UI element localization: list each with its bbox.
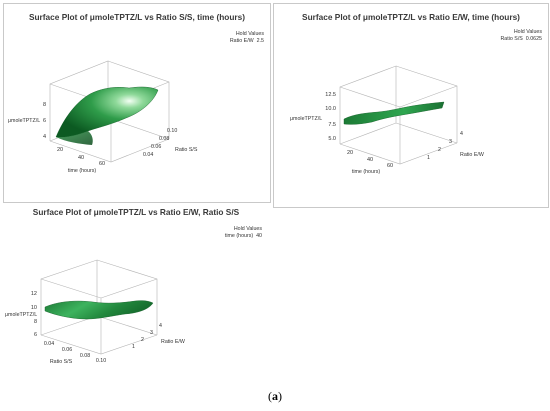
plot-3-x-tick: 0.04	[44, 341, 54, 347]
plot-1-y-tick: 0.10	[167, 128, 177, 134]
plot-1-x-tick: 20	[57, 147, 63, 153]
plot-2-y-tick: 2	[438, 147, 441, 153]
plot-3-x-tick: 0.06	[62, 347, 72, 353]
plot-3-z-tick: 10	[31, 305, 37, 311]
plot-2-y-tick: 3	[449, 139, 452, 145]
plot-2-z-label: μmoleTPTZ/L	[290, 116, 322, 122]
surface-plot-1: Surface Plot of μmoleTPTZ/L vs Ratio S/S…	[3, 3, 271, 203]
plot-2-z-tick: 12.5	[325, 92, 336, 98]
plot-1-hold-values: Hold Values Ratio E/W 2.5	[230, 31, 264, 45]
plot-1-y-tick: 0.06	[151, 144, 161, 150]
plot-2-box	[339, 65, 458, 165]
plot-1-surface-underside	[56, 131, 93, 145]
plot-1-z-tick: 4	[43, 134, 46, 140]
plot-3-hold-values: Hold Values time (hours) 40	[225, 226, 262, 240]
plot-2-x-tick: 20	[347, 150, 353, 156]
plot-3-canvas: 12 10 8 6 μmoleTPTZ/L 0.04 0.06 0.08 0.1…	[5, 259, 185, 365]
plot-2-hold-val: 0.0625	[525, 36, 542, 42]
plot-3-title: Surface Plot of μmoleTPTZ/L vs Ratio E/W…	[32, 207, 240, 217]
plot-3-hold-title: Hold Values	[233, 226, 262, 232]
plot-2-x-tick: 40	[367, 157, 373, 163]
plot-1-y-tick: 0.08	[159, 136, 169, 142]
plot-2-z-tick: 10.0	[325, 106, 336, 112]
plot-2-hold-values: Hold Values Ratio S/S 0.0625	[500, 29, 542, 43]
plot-1-y-tick: 0.04	[143, 152, 153, 158]
plot-3-x-tick: 0.08	[80, 353, 90, 359]
plot-3-z-tick: 12	[31, 291, 37, 297]
plot-3-hold-row: time (hours) 40	[225, 233, 262, 240]
plot-2-surface	[343, 101, 445, 125]
figure-caption-close: )	[278, 389, 282, 403]
plot-2-hold-var: Ratio S/S	[500, 36, 523, 42]
plot-1-title: Surface Plot of μmoleTPTZ/L vs Ratio S/S…	[28, 12, 246, 22]
plot-3-z-tick: 6	[34, 332, 37, 338]
plot-3-y-label: Ratio E/W	[161, 339, 185, 345]
plot-1-hold-val: 2.5	[256, 38, 264, 44]
plot-3-y-tick: 1	[132, 344, 135, 350]
plot-1-x-tick: 60	[99, 161, 105, 167]
plot-1-canvas: 8 6 4 μmoleTPTZ/L 20 40 60 time (hours) …	[8, 60, 198, 174]
plot-2-title: Surface Plot of μmoleTPTZ/L vs Ratio E/W…	[302, 12, 520, 22]
plot-2-x-tick: 60	[387, 163, 393, 169]
surface-plot-2: Surface Plot of μmoleTPTZ/L vs Ratio E/W…	[273, 3, 549, 208]
plot-1-hold-row: Ratio E/W 2.5	[230, 38, 264, 45]
plot-3-y-tick: 4	[159, 323, 162, 329]
plot-3-x-tick: 0.10	[96, 358, 106, 364]
plot-3-hold-val: 40	[256, 233, 262, 239]
figure-caption-label: a	[272, 389, 278, 403]
plot-2-x-label: time (hours)	[352, 169, 380, 175]
plot-3-surface	[44, 300, 154, 320]
figure-caption: (a)	[0, 389, 550, 404]
plot-2-y-tick: 4	[460, 131, 463, 137]
plot-1-hold-var: Ratio E/W	[229, 38, 254, 44]
plot-2-z-tick: 7.5	[328, 122, 336, 128]
figure-caption-open: (	[268, 389, 272, 403]
plot-2-y-label: Ratio E/W	[460, 152, 484, 158]
plot-3-y-tick: 3	[150, 330, 153, 336]
plot-1-x-tick: 40	[78, 155, 84, 161]
plot-1-z-tick: 8	[43, 102, 46, 108]
plot-2-hold-row: Ratio S/S 0.0625	[500, 36, 542, 43]
plot-1-y-label: Ratio S/S	[175, 147, 198, 153]
plot-3-hold-var: time (hours)	[224, 233, 254, 239]
plot-2-canvas: 12.5 10.0 7.5 5.0 μmoleTPTZ/L 20 40 60 t…	[290, 65, 484, 175]
plot-1-z-tick: 6	[43, 118, 46, 124]
plot-1-x-label: time (hours)	[68, 168, 96, 174]
plot-1-z-label: μmoleTPTZ/L	[8, 118, 40, 124]
plot-3-z-tick: 8	[34, 319, 37, 325]
plot-3-y-tick: 2	[141, 337, 144, 343]
surface-plot-3: Surface Plot of μmoleTPTZ/L vs Ratio E/W…	[3, 203, 269, 381]
plot-3-z-label: μmoleTPTZ/L	[5, 312, 37, 318]
plot-2-z-tick: 5.0	[328, 136, 336, 142]
plot-2-y-tick: 1	[427, 155, 430, 161]
plot-1-hold-title: Hold Values	[235, 31, 264, 37]
plot-2-hold-title: Hold Values	[513, 29, 542, 35]
plot-3-x-label: Ratio S/S	[50, 359, 73, 365]
